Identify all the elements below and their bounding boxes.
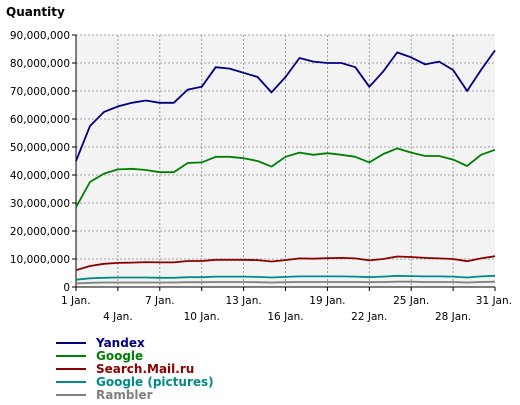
legend-label-yandex: Yandex: [95, 336, 145, 350]
series-line-yandex: [75, 49, 496, 162]
series-line-google-pictures: [75, 274, 496, 281]
legend-label-google-pictures: Google (pictures): [96, 375, 214, 389]
x-tick-label: 19 Jan.: [309, 295, 345, 307]
series-line-rambler: [75, 280, 496, 285]
legend-label-google: Google: [96, 349, 143, 363]
x-tick-label: 7 Jan.: [145, 295, 175, 307]
y-tick-label: 60,000,000: [10, 114, 70, 126]
x-tick-label: 4 Jan.: [103, 311, 133, 323]
grid-lines: [76, 34, 495, 287]
y-tick-label: 10,000,000: [10, 254, 70, 266]
y-tick-label: 90,000,000: [10, 30, 70, 42]
series-lines: [75, 49, 496, 285]
y-tick-label: 0: [63, 282, 70, 294]
series-line-search-mail-ru: [75, 255, 496, 272]
axes: [72, 34, 496, 291]
y-axis-label: Quantity: [6, 5, 65, 19]
y-tick-label: 50,000,000: [10, 142, 70, 154]
x-tick-label: 10 Jan.: [184, 311, 220, 323]
y-tick-label: 20,000,000: [10, 226, 70, 238]
y-tick-label: 30,000,000: [10, 198, 70, 210]
y-tick-label: 40,000,000: [10, 170, 70, 182]
x-tick-labels: 1 Jan. 4 Jan. 7 Jan. 10 Jan. 13 Jan. 16 Jan. 1…: [61, 295, 512, 323]
x-tick-label: 28 Jan.: [435, 311, 471, 323]
x-tick-label: 31 Jan.: [476, 295, 512, 307]
legend-label-rambler: Rambler: [96, 388, 153, 402]
x-tick-label: 1 Jan.: [61, 295, 91, 307]
x-tick-label: 13 Jan.: [225, 295, 261, 307]
x-tick-label: 16 Jan.: [267, 311, 303, 323]
legend-label-search-mail-ru: Search.Mail.ru: [96, 362, 194, 376]
y-tick-label: 80,000,000: [10, 58, 70, 70]
x-tick-label: 25 Jan.: [393, 295, 429, 307]
x-tick-label: 22 Jan.: [351, 311, 387, 323]
y-tick-label: 70,000,000: [10, 86, 70, 98]
series-line-google: [75, 147, 496, 208]
y-tick-labels: 0 10,000,000 20,000,000 30,000,000 40,000,00…: [10, 30, 70, 294]
